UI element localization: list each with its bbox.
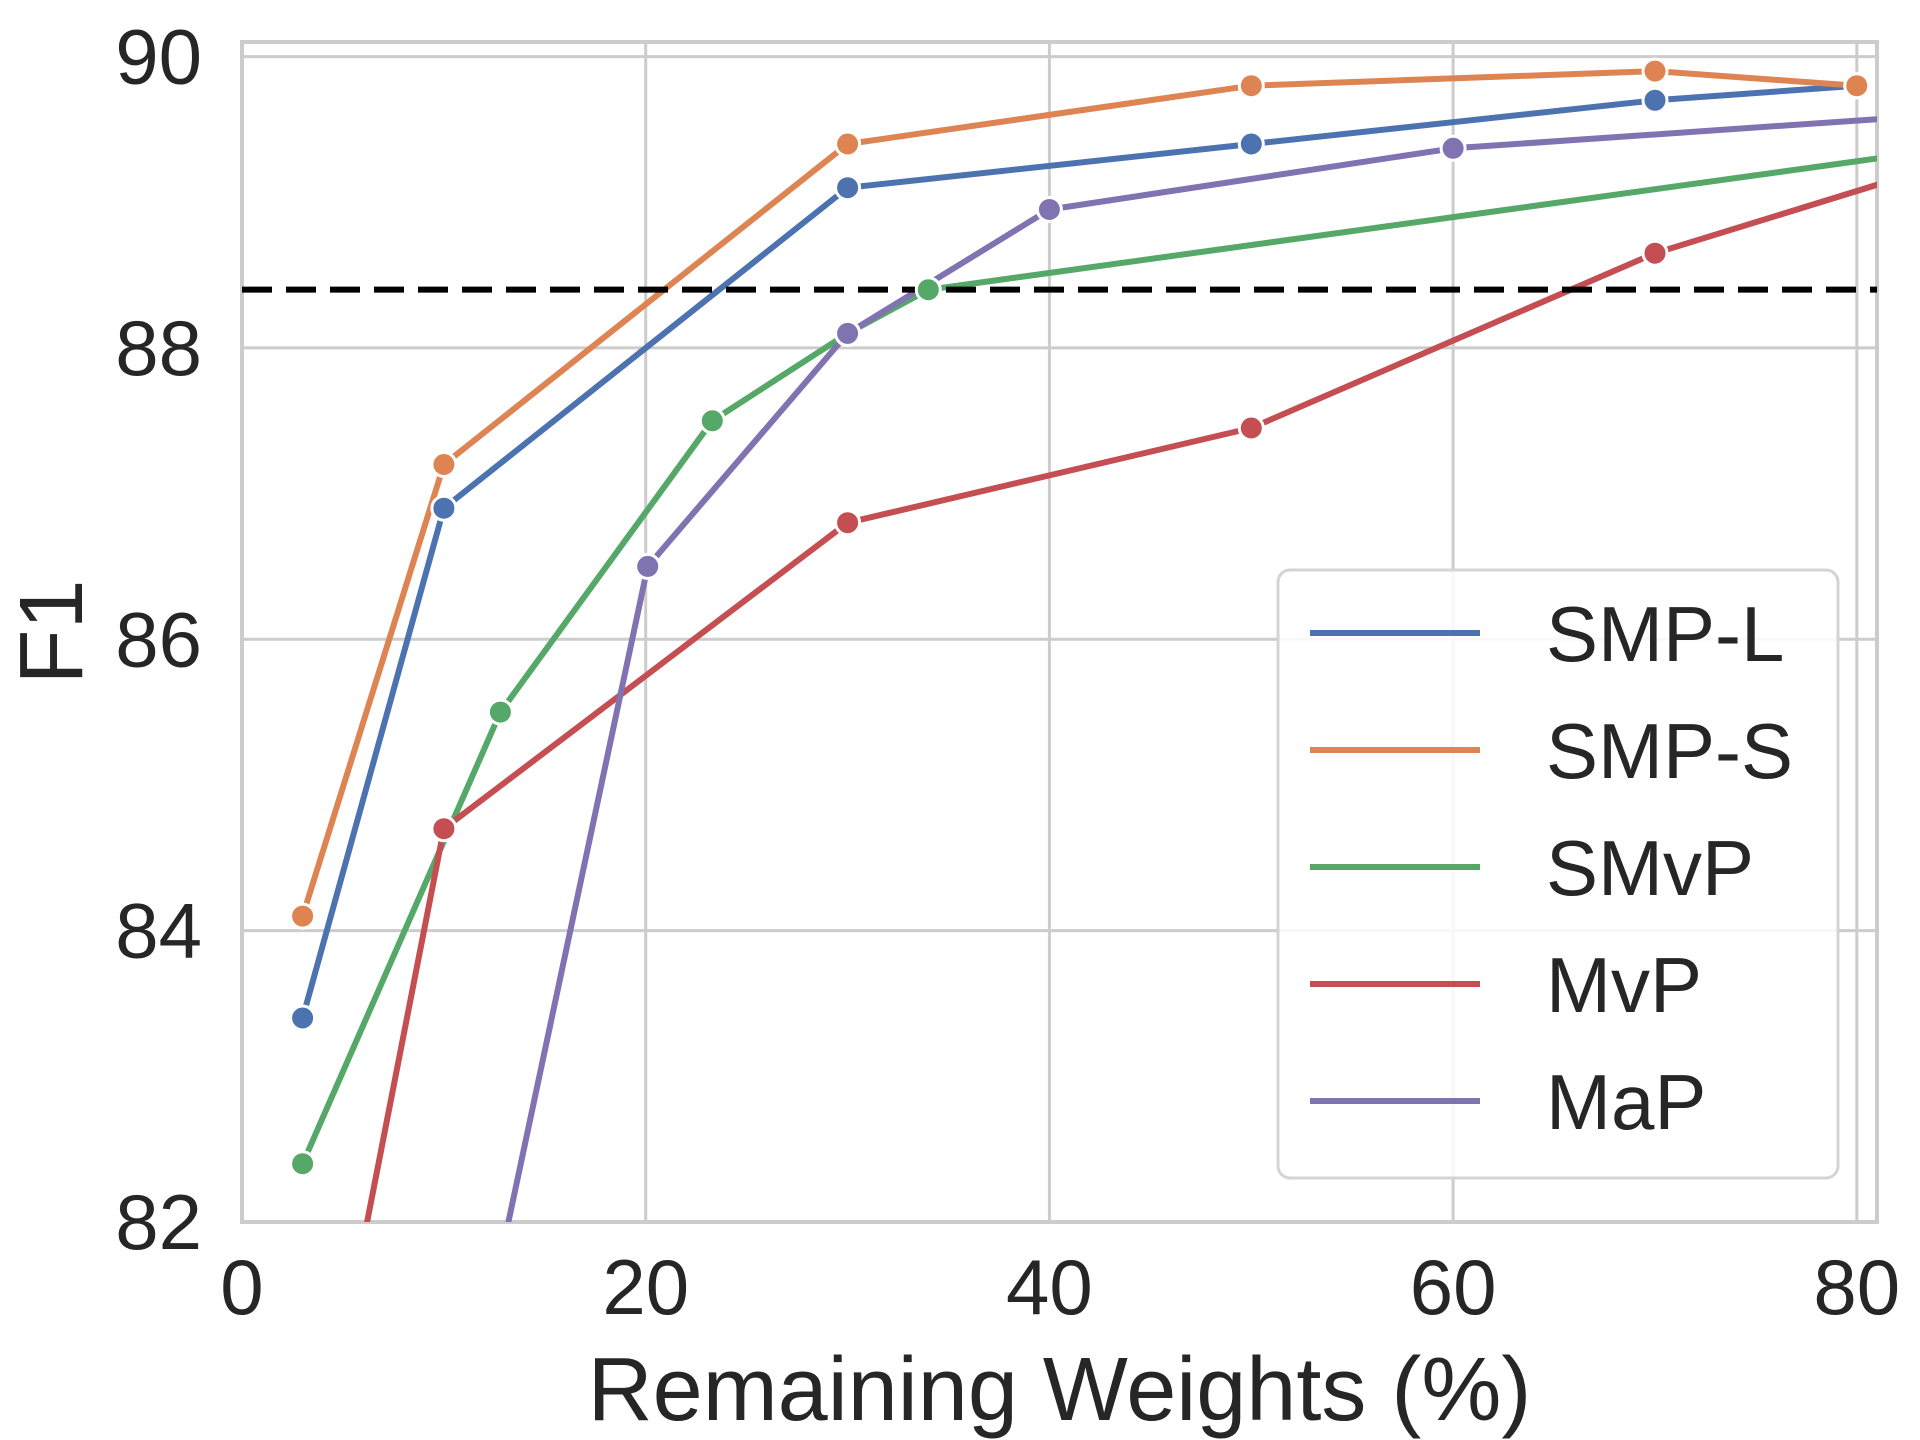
data-point-map-4 xyxy=(1439,134,1467,162)
data-point-map-1 xyxy=(634,552,662,580)
x-tick-label-60: 60 xyxy=(1410,1243,1497,1331)
data-point-smp-l-3 xyxy=(1237,130,1265,158)
series-line-smvp xyxy=(299,155,1877,1167)
legend: SMP-L SMP-S SMvP MvP MaP xyxy=(1276,568,1840,1180)
data-point-smp-s-4 xyxy=(1641,57,1669,85)
data-point-smp-l-4 xyxy=(1641,86,1669,114)
data-point-map-3 xyxy=(1035,196,1063,223)
data-point-smp-l-2 xyxy=(834,174,862,202)
legend-label-smp-l: SMP-L xyxy=(1546,590,1784,678)
y-tick-label-88: 88 xyxy=(115,304,202,392)
series-line-mvp xyxy=(364,181,1877,1222)
legend-label-smvp: SMvP xyxy=(1546,824,1754,912)
data-point-smp-s-1 xyxy=(430,451,458,478)
x-axis-title: Remaining Weights (%) xyxy=(588,1340,1532,1440)
data-point-mvp-4 xyxy=(1641,239,1669,267)
x-tick-label-20: 20 xyxy=(602,1243,689,1331)
data-point-smvp-4 xyxy=(914,276,942,304)
legend-label-map: MaP xyxy=(1546,1058,1706,1146)
data-point-smvp-1 xyxy=(486,698,514,726)
series-line-smp-l xyxy=(299,82,1860,1021)
legend-label-smp-s: SMP-S xyxy=(1546,707,1793,795)
x-tick-label-40: 40 xyxy=(1006,1243,1093,1331)
legend-box xyxy=(1276,568,1840,1180)
data-point-smvp-2 xyxy=(698,407,726,435)
y-tick-label-84: 84 xyxy=(115,887,202,975)
data-point-smp-l-1 xyxy=(430,494,458,522)
data-point-mvp-2 xyxy=(834,509,862,537)
data-point-smp-s-2 xyxy=(834,130,862,158)
data-point-map-2 xyxy=(834,319,862,347)
data-point-smp-s-5 xyxy=(1843,72,1871,100)
y-axis-title: F1 xyxy=(2,579,102,684)
data-point-smp-l-0 xyxy=(289,1004,317,1032)
plot-frame xyxy=(240,40,1879,1224)
data-point-smvp-0 xyxy=(289,1150,317,1178)
data-point-mvp-3 xyxy=(1237,414,1265,442)
y-tick-label-86: 86 xyxy=(115,595,202,683)
data-point-smp-s-3 xyxy=(1237,72,1265,100)
data-point-smp-s-0 xyxy=(289,902,317,930)
legend-label-mvp: MvP xyxy=(1546,941,1702,1029)
y-tick-label-82: 82 xyxy=(115,1178,202,1266)
x-tick-label-80: 80 xyxy=(1813,1243,1900,1331)
x-tick-label-0: 0 xyxy=(220,1243,263,1331)
series-line-smp-s xyxy=(299,68,1860,920)
series-group xyxy=(242,57,1877,1222)
data-point-mvp-1 xyxy=(430,815,458,843)
y-tick-label-90: 90 xyxy=(115,13,202,101)
series-line-map xyxy=(505,116,1877,1222)
